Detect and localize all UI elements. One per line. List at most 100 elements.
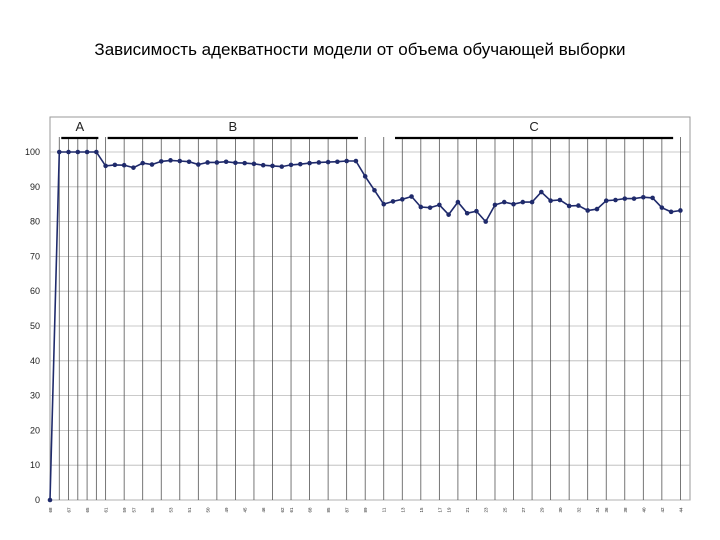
x-tick-label: 53 [169,507,174,513]
x-tick-label: 38 [623,507,628,513]
data-point [539,189,544,195]
y-tick-label: 70 [30,251,40,261]
x-tick-label: 57 [131,507,136,513]
data-point [353,158,359,164]
x-tick-label: 85 [326,507,331,513]
data-point [566,203,572,209]
y-tick-label: 100 [25,147,40,157]
data-series [47,149,683,503]
x-tick-label: 29 [539,507,544,513]
data-point [446,212,451,217]
data-point [492,202,498,208]
y-tick-label: 30 [30,391,40,401]
data-point [279,164,285,169]
data-point [94,149,99,155]
x-tick-label: 17 [437,507,442,513]
data-point [464,210,470,216]
data-point [418,204,424,210]
data-point [631,196,637,201]
data-point [325,159,331,165]
x-tick-label: 23 [484,507,489,513]
x-tick-label: 11 [382,507,387,512]
data-point [557,197,563,203]
data-point [344,158,349,164]
data-point [260,162,266,168]
data-point [409,194,414,199]
data-point [622,196,628,201]
y-tick-label: 10 [30,460,40,470]
x-tick-label: 55 [150,507,155,513]
x-axis: 68 67 65 61 59 57 55 53 51 50 49 45 46 62 61 68 85 87 89 11… [48,507,683,513]
x-tick-label: 21 [465,507,470,513]
x-tick-label: 42 [660,507,665,513]
data-point [501,199,507,205]
data-point [47,497,53,503]
x-tick-label: 40 [641,507,646,513]
data-point [585,208,590,213]
x-tick-label: 32 [576,507,581,513]
x-tick-label: 61 [104,507,109,513]
x-tick-label: 59 [122,507,127,513]
data-point [511,201,516,207]
data-point [474,208,479,214]
segment-label: C [529,119,538,134]
data-point [529,199,535,205]
data-point [214,160,220,165]
x-tick-label: 89 [363,507,368,513]
x-tick-label: 15 [419,507,424,513]
x-tick-label: 61 [289,507,294,513]
data-point [390,199,396,204]
data-point [112,162,118,168]
x-tick-label: 19 [447,507,452,513]
data-point [650,195,655,201]
data-point [576,203,581,208]
slide-title: Зависимость адекватности модели от объем… [94,40,626,59]
data-point [678,208,683,213]
data-point [316,160,322,165]
data-point [121,162,127,168]
y-tick-label: 60 [30,286,40,296]
x-tick-label: 44 [678,507,683,513]
y-tick-label: 80 [30,217,40,227]
data-point [233,160,238,166]
y-tick-label: 90 [30,182,40,192]
data-point [251,161,257,167]
x-tick-label: 25 [502,507,507,513]
x-tick-label: 34 [595,507,600,513]
data-point [381,201,387,207]
y-tick-label: 50 [30,321,40,331]
data-point [641,194,646,200]
data-point [186,159,192,165]
data-point [149,162,155,167]
segment-label: A [75,119,84,134]
x-tick-label: 30 [558,507,563,513]
y-tick-label: 0 [35,495,40,505]
x-tick-label: 51 [187,507,192,513]
x-tick-label: 13 [400,507,405,513]
data-point [140,160,146,166]
data-point [158,159,164,164]
data-point [205,160,210,165]
data-point [223,159,229,165]
data-point [594,206,600,212]
data-point [196,162,201,167]
data-point [335,159,340,165]
x-tick-label: 68 [308,507,313,513]
data-point [177,158,183,164]
x-tick-label: 62 [280,507,285,513]
x-tick-label: 46 [261,507,266,513]
data-point [168,158,173,163]
x-tick-label: 65 [85,507,90,513]
x-tick-label: 36 [604,507,609,513]
data-point [75,149,81,155]
data-point [103,163,108,169]
data-point [372,187,377,193]
data-point [455,199,461,205]
data-point [483,219,489,224]
x-tick-label: 27 [521,507,526,513]
plot-frame [49,116,691,501]
x-tick-label: 49 [224,507,229,513]
data-point [307,160,312,166]
segment-label: B [228,119,237,134]
